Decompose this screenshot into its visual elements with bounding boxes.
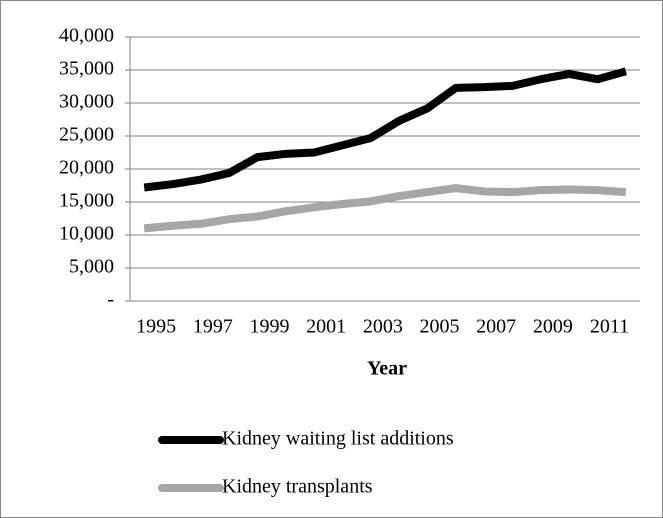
y-tick-label: 30,000 <box>59 91 114 113</box>
y-tick-label: 5,000 <box>69 256 114 278</box>
y-tick-label: - <box>107 289 114 311</box>
y-tick-label: 25,000 <box>59 124 114 146</box>
x-tick-label: 1997 <box>193 316 233 338</box>
y-tick-label: 40,000 <box>59 25 114 47</box>
y-tick-label: 15,000 <box>59 190 114 212</box>
x-tick-label: 2007 <box>476 316 516 338</box>
x-tick-label: 2003 <box>363 316 403 338</box>
x-tick-label: 1995 <box>136 316 176 338</box>
y-tick-label: 10,000 <box>59 223 114 245</box>
series-line <box>143 184 627 233</box>
x-tick-label: 2009 <box>533 316 573 338</box>
y-tick-label: 20,000 <box>59 157 114 179</box>
legend-label: Kidney transplants <box>222 476 373 498</box>
legend-label: Kidney waiting list additions <box>222 428 454 450</box>
y-tick-label: 35,000 <box>59 58 114 80</box>
x-tick-label: 2011 <box>590 316 629 338</box>
x-tick-label: 1999 <box>250 316 290 338</box>
x-tick-label: 2001 <box>306 316 346 338</box>
x-tick-label: 2005 <box>420 316 460 338</box>
x-axis-title: Year <box>367 358 407 380</box>
series-line <box>143 67 627 192</box>
